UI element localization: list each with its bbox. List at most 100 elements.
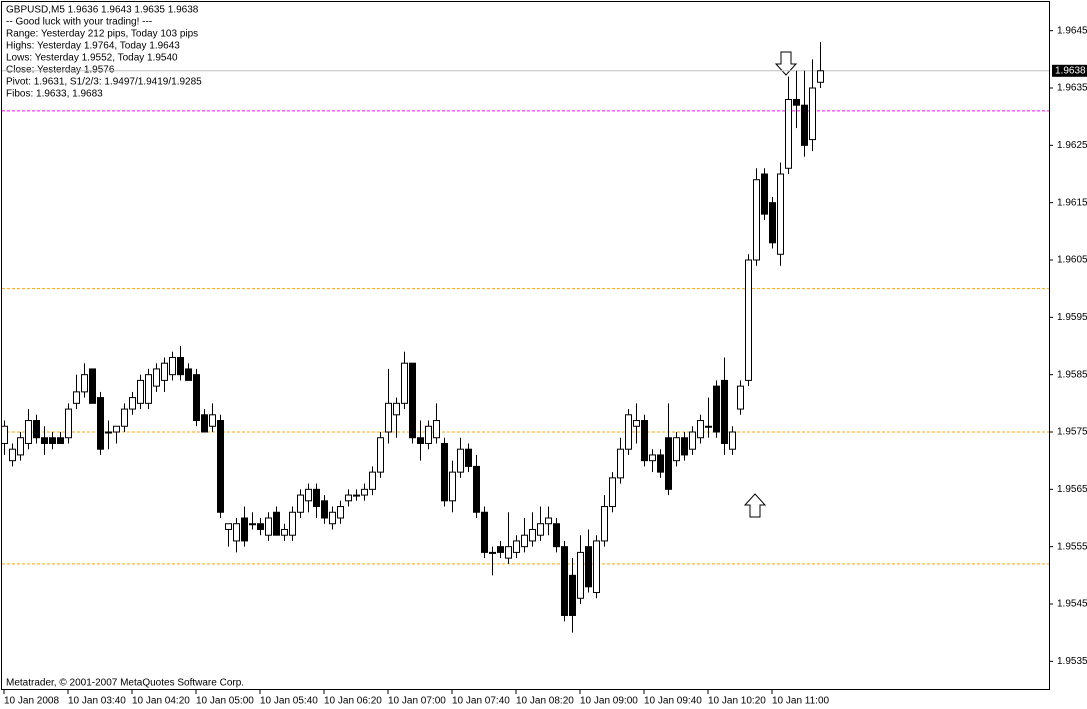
candle-body	[761, 173, 768, 215]
candle-body	[521, 534, 528, 548]
candle-body	[329, 511, 336, 525]
candle-body	[809, 87, 816, 141]
candle-body	[1, 425, 8, 444]
info-line: Close: Yesterday 1.9576	[6, 65, 115, 76]
candle-body	[713, 385, 720, 433]
candle-body	[553, 523, 560, 548]
candle-body	[305, 488, 312, 502]
x-tick-label: 10 Jan 07:00	[388, 696, 446, 707]
candle-body	[9, 448, 16, 462]
candle-body	[393, 402, 400, 416]
candle-body	[185, 368, 192, 381]
candle-body	[121, 408, 128, 427]
x-tick-label: 10 Jan 08:20	[516, 696, 574, 707]
y-tick-label: 1.9565	[1057, 484, 1087, 495]
y-tick-label: 1.9575	[1057, 427, 1087, 438]
y-tick-label: 1.9635	[1057, 83, 1087, 94]
candle-body	[153, 368, 160, 387]
candle-body	[193, 374, 200, 422]
candle-body	[681, 437, 688, 456]
candle-body	[625, 414, 632, 450]
candle-body	[689, 431, 696, 450]
candle-body	[49, 437, 56, 444]
y-tick-label: 1.9615	[1057, 197, 1087, 208]
candle-body	[281, 528, 288, 536]
candle-body	[321, 500, 328, 519]
candle-body	[505, 546, 512, 559]
candle-body	[209, 414, 216, 427]
x-tick-label: 10 Jan 06:20	[324, 696, 382, 707]
candle-body	[665, 437, 672, 490]
y-tick-label: 1.9605	[1057, 255, 1087, 266]
candle-body	[457, 448, 464, 473]
info-line: Fibos: 1.9633, 1.9683	[6, 89, 103, 100]
candle-body	[201, 414, 208, 433]
candle-body	[233, 523, 240, 542]
candle-body	[65, 408, 72, 439]
candle-body	[433, 420, 440, 439]
candle-body	[385, 402, 392, 433]
candle-body	[89, 368, 96, 404]
x-tick-label: 10 Jan 03:40	[68, 696, 126, 707]
y-tick-label: 1.9595	[1057, 312, 1087, 323]
candle-body	[353, 494, 360, 497]
info-line: Pivot: 1.9631, S1/2/3: 1.9497/1.9419/1.9…	[6, 77, 202, 88]
y-tick-label: 1.9545	[1057, 599, 1087, 610]
candle-body	[737, 385, 744, 410]
x-tick-label: 10 Jan 09:40	[644, 696, 702, 707]
candle-body	[801, 104, 808, 146]
candle-body	[241, 517, 248, 542]
candle-body	[593, 540, 600, 594]
candle-body	[361, 488, 368, 496]
candle-body	[25, 420, 32, 444]
candle-body	[817, 70, 824, 83]
candle-body	[473, 465, 480, 513]
candle-body	[721, 379, 728, 444]
candle-body	[489, 551, 496, 554]
candle-body	[537, 523, 544, 536]
candle-body	[793, 98, 800, 106]
candle-body	[785, 98, 792, 169]
info-line: -- Good luck with your trading! ---	[6, 17, 152, 28]
footer: Metatrader, © 2001-2007 MetaQuotes Softw…	[6, 678, 244, 689]
candle-body	[113, 425, 120, 433]
candle-body	[513, 540, 520, 553]
candle-body	[777, 173, 784, 255]
plot-frame	[1, 1, 1050, 690]
candle-body	[289, 511, 296, 536]
info-line: Range: Yesterday 212 pips, Today 103 pip…	[6, 29, 198, 40]
x-tick-label: 10 Jan 10:20	[708, 696, 766, 707]
candle-body	[601, 506, 608, 542]
candle-body	[97, 397, 104, 450]
candle-body	[369, 471, 376, 490]
y-tick-label: 1.9555	[1057, 541, 1087, 552]
up-arrow	[743, 493, 767, 518]
candle-body	[257, 523, 264, 530]
candle-body	[217, 420, 224, 513]
candle-body	[417, 437, 424, 444]
y-tick-label: 1.9535	[1057, 656, 1087, 667]
x-tick-label: 10 Jan 05:40	[260, 696, 318, 707]
candle-body	[441, 442, 448, 502]
candle-body	[33, 420, 40, 439]
candle-body	[649, 454, 656, 462]
candle-body	[657, 454, 664, 473]
candle-body	[41, 437, 48, 444]
candle-body	[297, 494, 304, 513]
x-tick-label: 10 Jan 2008	[4, 696, 59, 707]
down-arrow	[774, 51, 798, 76]
candle-body	[609, 477, 616, 508]
candle-body	[641, 420, 648, 462]
candle-body	[377, 437, 384, 473]
candle-body	[673, 437, 680, 462]
candle-body	[265, 517, 272, 536]
candle-body	[633, 420, 640, 427]
candle-body	[145, 374, 152, 404]
candle-body	[729, 431, 736, 450]
candle-body	[497, 546, 504, 553]
candle-body	[617, 448, 624, 479]
x-tick-label: 10 Jan 09:00	[580, 696, 638, 707]
candle-body	[465, 448, 472, 467]
candle-body	[409, 362, 416, 439]
